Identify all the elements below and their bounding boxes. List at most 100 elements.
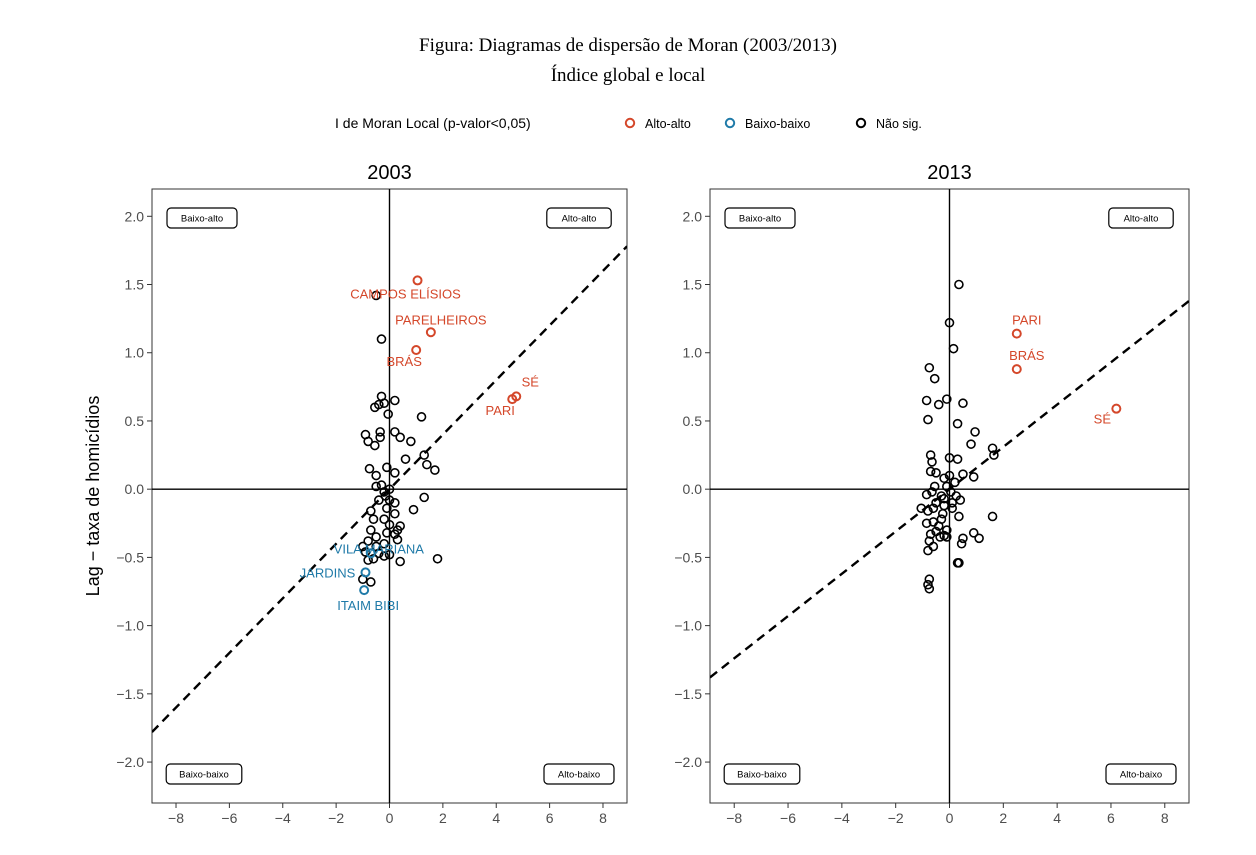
point-label: SÉ [1094, 412, 1112, 427]
point-significant [411, 345, 422, 356]
point-nao-sig [948, 343, 959, 354]
quadrant-label-box [1105, 763, 1177, 785]
x-tick-label: 4 [1053, 810, 1061, 826]
x-tick-label: −2 [328, 810, 344, 826]
point-nao-sig [939, 473, 949, 484]
y-tick-label: −0.5 [116, 549, 144, 565]
point-nao-sig [390, 498, 400, 508]
point-label: VILA MARIANA [334, 541, 425, 556]
panel-title: 2013 [927, 162, 972, 184]
point-nao-sig [958, 398, 968, 409]
point-nao-sig [929, 373, 940, 384]
legend-label-baixo-baixo: Baixo-baixo [745, 117, 810, 131]
point-nao-sig [923, 506, 933, 516]
y-tick-label: 0.5 [125, 413, 145, 429]
point-nao-sig [951, 491, 962, 501]
quadrant-label: Baixo-alto [739, 214, 781, 225]
point-nao-sig [950, 477, 960, 488]
quadrant-label-box [723, 763, 801, 785]
quadrant-label-box [546, 207, 612, 229]
point-label: BRÁS [1009, 348, 1045, 363]
point-nao-sig [371, 290, 381, 301]
point-nao-sig [931, 498, 941, 508]
point-nao-sig [954, 511, 964, 522]
point-nao-sig [925, 529, 936, 540]
point-nao-sig [989, 450, 999, 460]
point-nao-sig [375, 427, 385, 437]
legend-title: I de Moran Local (p-valor<0,05) [335, 115, 531, 131]
point-nao-sig [430, 465, 440, 475]
y-tick-label: 0.0 [125, 481, 145, 497]
point-nao-sig [966, 439, 976, 449]
point-nao-sig [392, 534, 403, 545]
y-tick-label: 0.5 [683, 413, 703, 429]
figure-subtitle: Índice global e local [551, 64, 706, 86]
x-tick-label: 8 [599, 810, 607, 826]
point-nao-sig [390, 508, 400, 519]
point-nao-sig [390, 468, 400, 478]
y-tick-label: −1.5 [116, 686, 144, 702]
point-nao-sig [923, 579, 933, 590]
point-nao-sig [921, 489, 932, 500]
point-nao-sig [406, 436, 416, 447]
point-nao-sig [928, 503, 939, 514]
point-nao-sig [371, 532, 381, 542]
point-significant [359, 585, 370, 596]
point-nao-sig [400, 454, 411, 464]
panel-2003: 2003 −8 −6 −4 −2 0 2 4 6 8 2.0 1.5 1.0 0.5 0.0 −0.5 −1.0… [116, 162, 628, 826]
point-nao-sig [379, 538, 389, 549]
point-nao-sig [952, 454, 963, 464]
legend-label-nao-sig: Não sig. [876, 117, 922, 131]
point-nao-sig [384, 484, 395, 494]
x-tick-label: 0 [946, 810, 954, 826]
point-nao-sig [921, 395, 932, 406]
quadrant-label-box [724, 207, 796, 229]
panel-title: 2003 [367, 162, 412, 184]
point-nao-sig [374, 495, 384, 505]
point-nao-sig [416, 412, 427, 422]
point-nao-sig [954, 279, 964, 290]
legend-marker-baixo-baixo [724, 117, 736, 129]
y-axis-label: Lag − taxa de homicídios [83, 396, 103, 597]
x-tick-label: −4 [834, 810, 850, 826]
x-tick-label: −4 [275, 810, 291, 826]
point-label: CAMPOS ELÍSIOS [350, 286, 461, 301]
quadrant-label: Baixo-baixo [737, 770, 787, 781]
quadrant-label: Baixo-alto [181, 214, 223, 225]
point-nao-sig [371, 481, 381, 492]
point-nao-sig [944, 317, 955, 328]
point-nao-sig [363, 436, 373, 447]
point-nao-sig [364, 463, 375, 474]
point-nao-sig [366, 506, 376, 516]
x-tick-label: −8 [726, 810, 742, 826]
point-nao-sig [925, 450, 936, 460]
point-nao-sig [947, 503, 957, 514]
point-nao-sig [968, 528, 979, 538]
x-tick-label: 6 [1107, 810, 1115, 826]
y-tick-label: −2.0 [674, 754, 702, 770]
legend-label-alto-alto: Alto-alto [645, 117, 691, 131]
point-nao-sig [390, 427, 400, 437]
point-label: SÉ [522, 374, 540, 389]
point-nao-sig [382, 462, 392, 473]
y-tick-label: 0.0 [683, 481, 703, 497]
point-nao-sig [956, 538, 967, 549]
quadrant-label-box [1108, 207, 1174, 229]
point-nao-sig [358, 541, 368, 552]
point-nao-sig [395, 432, 405, 443]
point-label: PARI [486, 403, 515, 418]
point-nao-sig [933, 521, 944, 531]
point-significant [507, 394, 518, 405]
point-significant [1011, 328, 1022, 339]
point-nao-sig [942, 394, 952, 404]
point-nao-sig [395, 556, 405, 567]
x-tick-label: −6 [221, 810, 237, 826]
point-nao-sig [363, 536, 373, 546]
point-significant [1011, 364, 1022, 375]
quadrant-label: Alto-baixo [1120, 770, 1162, 781]
point-nao-sig [927, 457, 937, 467]
y-tick-label: −1.5 [674, 686, 702, 702]
y-tick-label: 2.0 [125, 208, 145, 224]
legend: I de Moran Local (p-valor<0,05) Alto-alt… [335, 115, 922, 131]
point-nao-sig [933, 399, 944, 410]
